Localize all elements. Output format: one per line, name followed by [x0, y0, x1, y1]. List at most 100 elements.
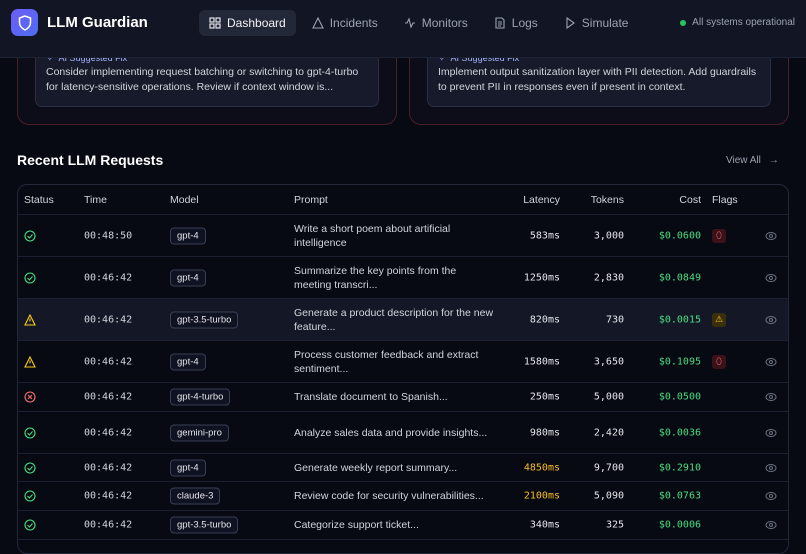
- eye-icon[interactable]: [765, 314, 777, 326]
- latency: 250ms: [529, 391, 560, 403]
- nav-incidents[interactable]: Incidents: [302, 10, 388, 36]
- eye-icon[interactable]: [765, 427, 777, 439]
- tokens: 9,700: [593, 462, 624, 473]
- table-row[interactable]: 00:46:42 gpt-4 Generate weekly report su…: [18, 454, 788, 482]
- fix-title: AI Suggested Fix: [58, 53, 128, 63]
- prompt: Generate a product description for the n…: [294, 306, 494, 333]
- latency: 2100ms: [523, 490, 560, 502]
- tokens: 325: [605, 519, 624, 531]
- check-circle-icon: [24, 461, 36, 474]
- time: 00:46:42: [84, 391, 133, 403]
- table-row[interactable]: 00:48:50 gpt-4 Write a short poem about …: [18, 215, 788, 257]
- prompt: Process customer feedback and extract se…: [294, 348, 479, 375]
- nav-label: Logs: [511, 16, 538, 30]
- prompt: Generate weekly report summary...: [294, 461, 458, 474]
- cost: $0.0600: [658, 230, 701, 241]
- model-badge: gpt-4: [170, 353, 206, 370]
- tokens: 730: [605, 314, 624, 325]
- shield-logo-icon: [11, 9, 38, 36]
- table-row[interactable]: 00:46:42 gpt-4 Process customer feedback…: [18, 341, 788, 383]
- cost: $0.0500: [658, 391, 701, 403]
- eye-icon[interactable]: [765, 519, 777, 531]
- column-header: Prompt: [294, 193, 328, 206]
- arrow-right-icon: →: [768, 155, 779, 166]
- eye-icon[interactable]: [765, 230, 777, 242]
- cost: $0.0849: [658, 272, 701, 283]
- latency: 980ms: [529, 427, 560, 438]
- nav-label: Incidents: [329, 16, 378, 30]
- eye-icon[interactable]: [765, 490, 777, 502]
- latency: 4850ms: [523, 462, 560, 473]
- prompt: Write a short poem about artificial inte…: [294, 222, 451, 249]
- model-badge: gemini-pro: [170, 424, 229, 441]
- table-row[interactable]: 00:46:42 gemini-pro Analyze sales data a…: [18, 412, 788, 454]
- cost: $0.0006: [658, 519, 701, 531]
- time: 00:46:42: [84, 272, 133, 283]
- nav-label: Monitors: [421, 16, 468, 30]
- requests-table: Status Time Model Prompt Latency Tokens Cost Fl…: [17, 184, 789, 554]
- main-nav: Dashboard Incidents Monitors Logs Simulate: [199, 10, 638, 36]
- table-row[interactable]: 00:46:42 gpt-4 Summarize the key points …: [18, 257, 788, 299]
- x-circle-icon: [24, 391, 36, 403]
- warning-icon: [24, 355, 36, 368]
- check-circle-icon: [24, 229, 36, 242]
- column-header: Flags: [712, 193, 738, 206]
- time: 00:46:42: [84, 519, 133, 531]
- latency: 340ms: [529, 519, 560, 531]
- latency: 1250ms: [523, 272, 560, 283]
- fix-text: Consider implementing request batching o…: [46, 66, 359, 93]
- view-all-link[interactable]: View All →: [726, 155, 779, 166]
- cost: $0.2910: [658, 462, 701, 473]
- section-title: Recent LLM Requests: [17, 152, 164, 168]
- model-badge: gpt-4: [170, 459, 206, 476]
- table-row[interactable]: 00:46:42 gpt-3.5-turbo Categorize suppor…: [18, 511, 788, 540]
- table-row[interactable]: 00:46:42 claude-3 Review code for securi…: [18, 482, 788, 511]
- time: 00:46:42: [84, 356, 133, 367]
- time: 00:46:42: [84, 427, 133, 438]
- latency: 583ms: [529, 230, 560, 241]
- system-status: All systems operational: [680, 17, 795, 28]
- fix-text: Implement output sanitization layer with…: [438, 66, 757, 93]
- play-icon: [566, 17, 575, 29]
- nav-logs[interactable]: Logs: [484, 10, 548, 36]
- column-header: Status: [24, 193, 54, 206]
- column-header: Tokens: [590, 193, 624, 206]
- time: 00:46:42: [84, 462, 133, 473]
- column-header: Time: [84, 193, 107, 206]
- file-text-icon: [495, 17, 505, 29]
- eye-icon[interactable]: [765, 272, 777, 284]
- time: 00:48:50: [84, 230, 133, 241]
- time: 00:46:42: [84, 314, 133, 325]
- sparkle-icon: ✧: [438, 53, 446, 63]
- latency: 1580ms: [523, 356, 560, 367]
- nav-dashboard[interactable]: Dashboard: [199, 10, 296, 36]
- nav-label: Simulate: [581, 16, 629, 30]
- eye-icon[interactable]: [765, 391, 777, 403]
- alert-triangle-icon: [311, 17, 324, 29]
- nav-simulate[interactable]: Simulate: [554, 10, 639, 36]
- model-badge: gpt-4: [170, 227, 206, 244]
- warning-flag-icon: ⚠: [712, 312, 726, 327]
- check-circle-icon: [24, 426, 36, 439]
- cost: $0.1095: [658, 356, 701, 367]
- eye-icon[interactable]: [765, 356, 777, 368]
- prompt: Categorize support ticket...: [294, 519, 419, 531]
- nav-monitors[interactable]: Monitors: [394, 10, 478, 36]
- check-circle-icon: [24, 271, 36, 284]
- tokens: 3,650: [593, 356, 624, 367]
- table-row[interactable]: 00:46:42 gpt-3.5-turbo Generate a produc…: [18, 299, 788, 341]
- prompt: Analyze sales data and provide insights.…: [294, 426, 488, 439]
- column-header: Model: [170, 193, 199, 206]
- status-dot-icon: [680, 19, 687, 26]
- check-circle-icon: [24, 490, 36, 502]
- pii-flag-icon: ⬯: [712, 228, 726, 243]
- cost: $0.0763: [658, 490, 701, 502]
- cost: $0.0015: [658, 314, 701, 325]
- column-header: Latency: [523, 193, 560, 206]
- model-badge: gpt-4-turbo: [170, 388, 231, 406]
- table-row[interactable]: 00:46:42 gpt-4-turbo Translate document …: [18, 383, 788, 412]
- eye-icon[interactable]: [765, 462, 777, 474]
- top-nav: LLM Guardian Dashboard Incidents Monitors L…: [0, 0, 806, 58]
- model-badge: gpt-4: [170, 269, 206, 286]
- check-circle-icon: [24, 519, 36, 531]
